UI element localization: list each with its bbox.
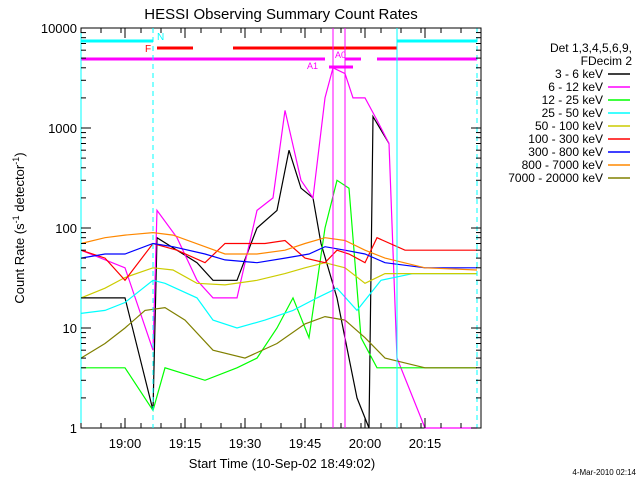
x-tick-label: 19:45 xyxy=(289,436,322,451)
series-line-3-6-kev xyxy=(81,114,390,429)
legend-header-line: FDecim 2 xyxy=(581,54,633,68)
night-label: N xyxy=(157,32,164,43)
series-line-800-7000-kev xyxy=(80,231,478,271)
y-tick-label: 1000 xyxy=(48,121,77,136)
y-tick-label: 1 xyxy=(70,421,77,436)
x-tick-label: 19:15 xyxy=(169,436,202,451)
y-axis-label-sup2: -1 xyxy=(11,157,21,165)
y-axis-label: Count Rate (s-1 detector-1) xyxy=(11,152,27,303)
y-tick-label: 100 xyxy=(55,221,77,236)
y-tick-label: 10 xyxy=(63,321,77,336)
series-line-25-50-kev xyxy=(80,273,477,329)
axis-layer: 1 10 100 1000 10000 19:00 19:15 19:30 19:45 20:00… xyxy=(41,21,482,451)
series-line-100-300-kev xyxy=(80,236,477,282)
footer-timestamp: 4-Mar-2010 02:14 xyxy=(572,468,636,477)
series-line-7000-20000-kev xyxy=(80,306,477,369)
legend-entry-label: 100 - 300 keV xyxy=(528,132,603,146)
legend-entry-label: 3 - 6 keV xyxy=(555,67,603,81)
data-layer xyxy=(80,66,478,429)
x-tick-label: 19:30 xyxy=(229,436,262,451)
chart-title: HESSI Observing Summary Count Rates xyxy=(144,6,417,23)
attenuator-a1-label: A1 xyxy=(307,61,318,71)
y-axis-label-sup: -1 xyxy=(11,215,21,223)
series-line-300-800-kev xyxy=(80,242,477,269)
legend-entry-label: 800 - 7000 keV xyxy=(522,158,603,172)
legend-entry-label: 50 - 100 keV xyxy=(535,119,603,133)
y-axis-label-mid: detector xyxy=(12,164,27,215)
legend-header-line: Det 1,3,4,5,6,9, xyxy=(550,41,632,55)
x-tick-label: 20:00 xyxy=(349,436,382,451)
series-line-50-100-kev xyxy=(80,262,477,299)
y-axis-label-prefix: Count Rate (s xyxy=(12,223,27,304)
y-tick-label: 10000 xyxy=(41,21,77,36)
series-line-12-25-kev xyxy=(81,179,477,412)
legend-entry-label: 12 - 25 keV xyxy=(542,93,603,107)
attenuator-a0-label: A0 xyxy=(335,50,346,60)
flare-label: F xyxy=(145,44,151,55)
legend-entry-label: 6 - 12 keV xyxy=(548,80,603,94)
y-axis-label-suffix: ) xyxy=(12,152,27,156)
series-line-6-12-kev xyxy=(80,66,477,429)
x-tick-label: 20:15 xyxy=(409,436,442,451)
legend-entry-label: 300 - 800 keV xyxy=(528,145,603,159)
legend-entry-label: 25 - 50 keV xyxy=(542,106,603,120)
x-tick-label: 19:00 xyxy=(109,436,142,451)
x-axis-label: Start Time (10-Sep-02 18:49:02) xyxy=(189,456,375,471)
legend-entry-label: 7000 - 20000 keV xyxy=(508,171,603,185)
